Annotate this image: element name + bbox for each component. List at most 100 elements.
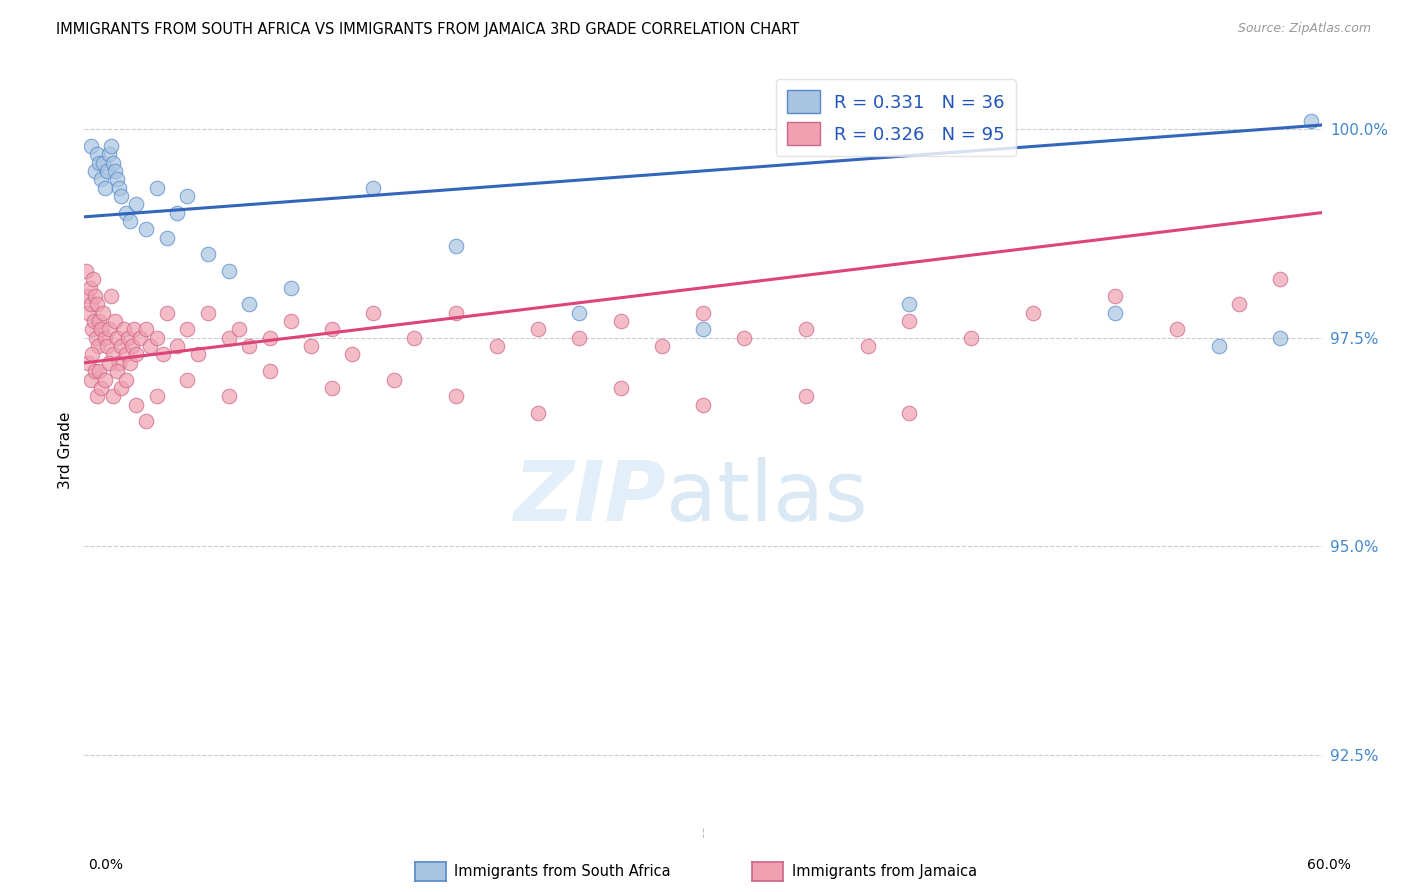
Point xyxy=(83,314,105,328)
Point xyxy=(77,356,100,370)
Point xyxy=(361,306,384,320)
Point xyxy=(692,322,714,336)
Point xyxy=(361,180,384,194)
Point xyxy=(609,381,631,395)
Point xyxy=(404,331,426,345)
Point xyxy=(83,289,105,303)
Point xyxy=(733,331,755,345)
Point xyxy=(94,180,117,194)
Point xyxy=(145,389,167,403)
Point xyxy=(280,314,302,328)
Point xyxy=(98,356,121,370)
Point xyxy=(79,372,101,386)
Point xyxy=(103,347,125,361)
Point xyxy=(121,339,143,353)
Y-axis label: 3rd Grade: 3rd Grade xyxy=(58,412,73,489)
Point xyxy=(898,314,921,328)
Point xyxy=(651,339,673,353)
Point xyxy=(129,331,152,345)
Text: 60.0%: 60.0% xyxy=(1306,858,1351,872)
Point xyxy=(145,180,167,194)
Text: Source: ZipAtlas.com: Source: ZipAtlas.com xyxy=(1237,22,1371,36)
Point xyxy=(176,322,198,336)
Point xyxy=(135,222,157,236)
Point xyxy=(692,398,714,412)
Legend: R = 0.331   N = 36, R = 0.326   N = 95: R = 0.331 N = 36, R = 0.326 N = 95 xyxy=(776,79,1015,156)
Point xyxy=(1227,297,1250,311)
Point xyxy=(321,381,343,395)
Point xyxy=(609,314,631,328)
Point xyxy=(110,381,132,395)
Point xyxy=(91,155,114,169)
Point xyxy=(259,364,281,378)
Text: atlas: atlas xyxy=(666,457,868,538)
Text: Immigrants from South Africa: Immigrants from South Africa xyxy=(454,864,671,879)
Point xyxy=(1270,272,1292,286)
Point xyxy=(86,147,108,161)
Point xyxy=(259,331,281,345)
Point xyxy=(114,205,136,219)
Point xyxy=(218,389,240,403)
Point xyxy=(103,155,125,169)
Point xyxy=(87,364,110,378)
Point xyxy=(125,347,148,361)
Point xyxy=(794,322,817,336)
Point xyxy=(1104,289,1126,303)
Point xyxy=(527,322,550,336)
Point xyxy=(112,322,135,336)
Point xyxy=(152,347,174,361)
Point xyxy=(342,347,364,361)
Point xyxy=(108,356,131,370)
Point xyxy=(1104,306,1126,320)
Point xyxy=(238,297,260,311)
Point xyxy=(898,406,921,420)
Point xyxy=(856,339,879,353)
Point xyxy=(86,389,108,403)
Point xyxy=(485,339,508,353)
Point xyxy=(79,139,101,153)
Point xyxy=(105,331,128,345)
Point xyxy=(1022,306,1045,320)
Point xyxy=(86,297,108,311)
Point xyxy=(156,230,179,244)
Point xyxy=(110,189,132,203)
Point xyxy=(118,356,141,370)
Point xyxy=(960,331,983,345)
Point xyxy=(444,306,467,320)
Point xyxy=(79,297,101,311)
Point xyxy=(90,322,112,336)
Point xyxy=(218,264,240,278)
Point xyxy=(122,322,145,336)
Point xyxy=(444,239,467,253)
Point xyxy=(197,247,219,261)
Point xyxy=(100,139,122,153)
Point xyxy=(794,389,817,403)
Point xyxy=(238,339,260,353)
Point xyxy=(139,339,162,353)
Point xyxy=(110,339,132,353)
Point xyxy=(98,322,121,336)
Point xyxy=(105,172,128,186)
Point xyxy=(568,331,591,345)
Point xyxy=(228,322,250,336)
Point xyxy=(1301,113,1323,128)
Point xyxy=(114,372,136,386)
Point xyxy=(108,180,131,194)
Point xyxy=(568,306,591,320)
Point xyxy=(125,197,148,211)
Point xyxy=(87,155,110,169)
Point xyxy=(166,339,188,353)
Point xyxy=(84,331,107,345)
Point xyxy=(118,214,141,228)
Point xyxy=(90,381,112,395)
Point xyxy=(1166,322,1188,336)
Text: ZIP: ZIP xyxy=(513,457,666,538)
Point xyxy=(83,364,105,378)
Point xyxy=(105,364,128,378)
Point xyxy=(197,306,219,320)
Point xyxy=(135,322,157,336)
Point xyxy=(76,289,98,303)
Point xyxy=(444,389,467,403)
Point xyxy=(80,347,103,361)
Point xyxy=(1208,339,1230,353)
